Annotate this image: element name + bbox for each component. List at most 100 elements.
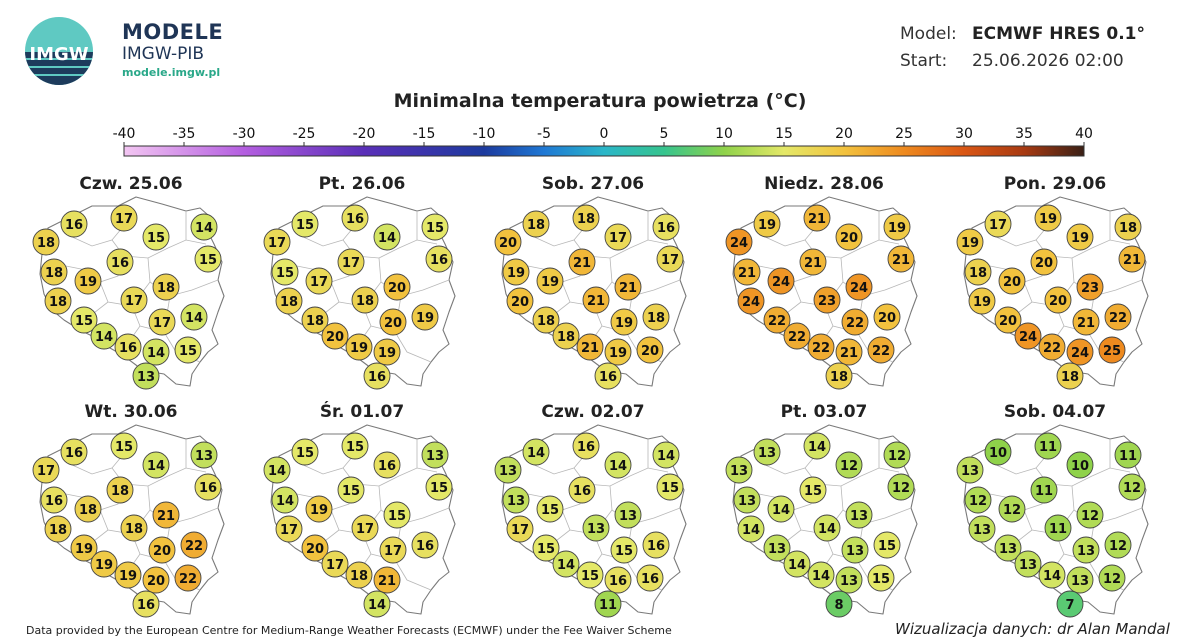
city-temperature: 18	[106, 476, 134, 504]
temperature-value: 14	[657, 449, 675, 464]
temperature-marker	[799, 476, 827, 504]
city-temperature: 13	[582, 514, 610, 542]
city-temperature: 17	[263, 228, 291, 256]
city-temperature: 11	[1044, 514, 1072, 542]
temperature-marker	[984, 438, 1012, 466]
temperature-marker	[32, 456, 60, 484]
temperature-value: 20	[326, 330, 344, 345]
city-temperature: 16	[594, 362, 622, 390]
start-value: 25.06.2026 02:00	[972, 51, 1124, 71]
temperature-value: 22	[812, 341, 830, 356]
temperature-marker	[883, 213, 911, 241]
temperature-value: 16	[609, 574, 627, 589]
temperature-value: 22	[788, 330, 806, 345]
city-temperature: 16	[572, 432, 600, 460]
temperature-marker	[321, 322, 349, 350]
temperature-value: 15	[426, 221, 444, 236]
temperature-marker	[845, 501, 873, 529]
city-temperature: 18	[642, 303, 670, 331]
region-border	[1047, 239, 1131, 259]
city-temperature: 25	[1098, 336, 1126, 364]
temperature-marker	[604, 223, 632, 251]
colorbar-tick-label: -35	[173, 126, 196, 142]
temperature-value: 13	[758, 446, 776, 461]
temperature-value: 14	[276, 494, 294, 509]
temperature-marker	[60, 438, 88, 466]
temperature-marker	[825, 362, 853, 390]
temperature-value: 19	[378, 346, 396, 361]
temperature-value: 17	[37, 464, 55, 479]
temperature-value: 14	[557, 558, 575, 573]
poland-map: 17 19 18 19 19 21 18 20 20 23 19 20 20 21 22 24 22 24 25 18	[956, 196, 1149, 390]
temperature-value: 13	[1019, 558, 1037, 573]
city-temperature: 23	[1076, 273, 1104, 301]
temperature-marker	[132, 362, 160, 390]
city-temperature: 14	[803, 432, 831, 460]
temperature-value: 17	[989, 218, 1007, 233]
temperature-marker	[984, 210, 1012, 238]
temperature-marker	[636, 564, 664, 592]
temperature-marker	[363, 590, 391, 618]
city-temperature: 18	[275, 287, 303, 315]
colorbar-tick-label: -25	[293, 126, 316, 142]
temperature-marker	[1044, 286, 1072, 314]
temperature-marker	[74, 495, 102, 523]
temperature-marker	[1066, 223, 1094, 251]
temperature-value: 16	[599, 370, 617, 385]
city-temperature: 15	[532, 534, 560, 562]
city-temperature: 17	[337, 248, 365, 276]
city-temperature: 20	[998, 267, 1026, 295]
temperature-value: 13	[738, 494, 756, 509]
temperature-marker	[737, 515, 765, 543]
temperature-value: 19	[888, 221, 906, 236]
city-temperature: 14	[373, 223, 401, 251]
city-temperature: 20	[494, 228, 522, 256]
temperature-marker	[373, 451, 401, 479]
city-temperature: 12	[835, 451, 863, 479]
start-label: Start:	[900, 51, 948, 71]
temperature-marker	[142, 451, 170, 479]
temperature-marker	[70, 534, 98, 562]
city-temperature: 14	[180, 303, 208, 331]
temperature-marker	[502, 486, 530, 514]
temperature-value: 14	[147, 459, 165, 474]
temperature-value: 14	[818, 522, 836, 537]
city-temperature: 12	[1098, 564, 1126, 592]
city-temperature: 17	[110, 204, 138, 232]
region-border	[816, 467, 900, 487]
temperature-marker	[383, 273, 411, 301]
city-temperature: 17	[120, 286, 148, 314]
temperature-value: 19	[350, 341, 368, 356]
colorbar-tick-label: 35	[1015, 126, 1033, 142]
temperature-marker	[1030, 248, 1058, 276]
temperature-marker	[582, 286, 610, 314]
city-temperature: 14	[767, 495, 795, 523]
temperature-marker	[956, 456, 984, 484]
temperature-marker	[1104, 303, 1132, 331]
temperature-value: 13	[587, 522, 605, 537]
temperature-value: 21	[840, 346, 858, 361]
colorbar-tick-label: -40	[113, 126, 136, 142]
temperature-marker	[883, 441, 911, 469]
temperature-value: 13	[137, 370, 155, 385]
temperature-value: 16	[137, 598, 155, 613]
city-temperature: 16	[652, 213, 680, 241]
city-temperature: 18	[120, 514, 148, 542]
temperature-value: 15	[115, 440, 133, 455]
city-temperature: 24	[845, 273, 873, 301]
brand-url[interactable]: modele.imgw.pl	[122, 66, 221, 79]
temperature-value: 16	[378, 459, 396, 474]
temperature-marker	[532, 534, 560, 562]
temperature-marker	[568, 476, 596, 504]
temperature-marker	[337, 248, 365, 276]
temperature-marker	[190, 213, 218, 241]
city-temperature: 13	[968, 515, 996, 543]
city-temperature: 14	[813, 514, 841, 542]
temperature-value: 17	[125, 294, 143, 309]
city-temperature: 13	[845, 501, 873, 529]
temperature-value: 21	[157, 509, 175, 524]
temperature-value: 19	[507, 266, 525, 281]
temperature-value: 13	[961, 464, 979, 479]
city-temperature: 22	[867, 336, 895, 364]
